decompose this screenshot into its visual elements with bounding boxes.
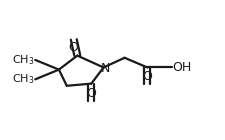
- Text: CH$_3$: CH$_3$: [12, 54, 34, 67]
- Text: OH: OH: [172, 61, 191, 74]
- Text: O: O: [86, 87, 96, 100]
- Text: CH$_3$: CH$_3$: [12, 72, 34, 86]
- Text: N: N: [100, 61, 109, 74]
- Text: O: O: [142, 70, 152, 83]
- Text: O: O: [68, 41, 77, 54]
